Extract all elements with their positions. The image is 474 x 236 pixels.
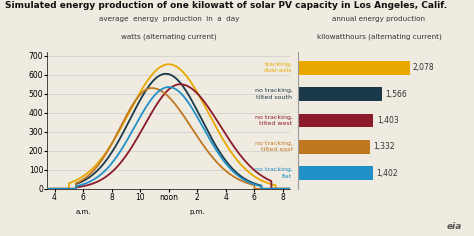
Text: eia: eia (447, 222, 462, 231)
Text: annual energy production: annual energy production (332, 16, 426, 22)
Text: 1,403: 1,403 (377, 116, 399, 125)
Text: no tracking,
tilted east: no tracking, tilted east (255, 141, 292, 152)
Text: watts (alternating current): watts (alternating current) (121, 33, 217, 40)
Bar (298, 114, 374, 127)
Text: 1,332: 1,332 (373, 142, 394, 151)
Text: Simulated energy production of one kilowatt of solar PV capacity in Los Angeles,: Simulated energy production of one kilow… (5, 1, 447, 10)
Text: kilowatthours (alternating current): kilowatthours (alternating current) (317, 33, 441, 40)
Text: average  energy  production  in  a  day: average energy production in a day (99, 16, 239, 22)
Text: 1,566: 1,566 (385, 89, 407, 99)
Text: 1,402: 1,402 (377, 169, 398, 177)
Text: no tracking,
flat: no tracking, flat (255, 167, 292, 179)
Text: a.m.: a.m. (75, 209, 91, 215)
Bar (298, 166, 374, 180)
Text: tracking,
dual-axis: tracking, dual-axis (264, 62, 292, 73)
Bar (298, 87, 382, 101)
Text: p.m.: p.m. (190, 209, 205, 215)
Text: no tracking,
tilted west: no tracking, tilted west (255, 115, 292, 126)
Bar (298, 61, 410, 75)
Text: no tracking,
tilted south: no tracking, tilted south (255, 88, 292, 100)
Bar (298, 140, 370, 154)
Text: 2,078: 2,078 (413, 63, 435, 72)
